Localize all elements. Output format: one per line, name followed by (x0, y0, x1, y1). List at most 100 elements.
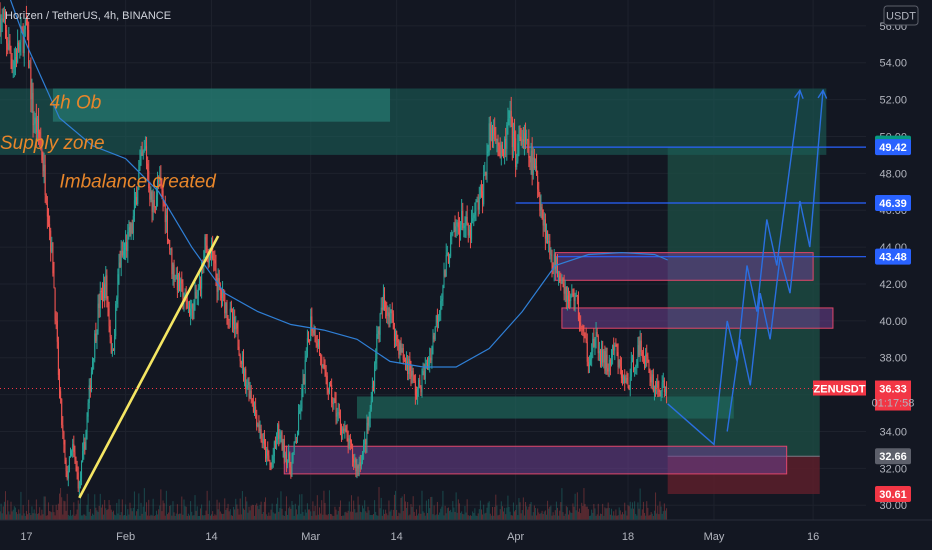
volume-bar (106, 510, 108, 520)
candle-body (238, 346, 240, 356)
candle-body (471, 221, 473, 240)
candle-body (228, 319, 230, 321)
volume-bar (43, 496, 45, 520)
volume-bar (129, 502, 131, 520)
volume-bar (419, 505, 421, 520)
volume-bar (499, 509, 501, 520)
volume-bar (71, 515, 73, 520)
candle-body (86, 416, 88, 432)
volume-bar (478, 509, 480, 520)
volume-bar (633, 508, 635, 520)
candle-body (8, 40, 10, 50)
candle-body (327, 389, 329, 393)
candle-body (564, 287, 566, 294)
candle-body (566, 295, 568, 302)
candle-body (587, 361, 589, 367)
candle-body (666, 387, 668, 394)
candle-body (193, 301, 195, 320)
volume-bar (324, 502, 326, 520)
volume-bar (294, 503, 296, 520)
volume-bar (183, 499, 185, 520)
currency-button[interactable]: USDT (883, 5, 919, 26)
volume-bar (239, 498, 241, 520)
candle-body (580, 322, 582, 326)
candle-body (84, 441, 86, 450)
volume-bar (558, 515, 560, 520)
candle-body (291, 460, 293, 477)
candle-body (218, 278, 220, 285)
candle-body (417, 388, 419, 398)
candle-body (554, 254, 556, 268)
volume-bar (508, 506, 510, 520)
volume-bar (13, 506, 15, 520)
volume-bar (47, 502, 49, 520)
volume-bar (135, 515, 137, 520)
volume-bar (487, 502, 489, 520)
volume-bar (365, 511, 367, 520)
volume-bar (656, 513, 658, 520)
volume-bar (225, 509, 227, 520)
candle-body (343, 428, 345, 432)
candle-body (534, 166, 536, 169)
volume-bar (592, 512, 594, 520)
candle-body (85, 431, 87, 450)
time-axis[interactable]: 17 Feb 14 Mar 14 Apr 18 May 16 (20, 531, 819, 543)
volume-bar (313, 511, 315, 520)
candle-body (169, 240, 171, 250)
candle-body (208, 251, 210, 263)
candle-body (478, 196, 480, 210)
candle-body (360, 462, 362, 467)
candle-body (371, 386, 373, 402)
volume-bar (435, 514, 437, 520)
candle-body (149, 188, 151, 200)
volume-bar (414, 515, 416, 520)
volume-bar (272, 512, 274, 520)
candle-body (512, 131, 514, 148)
volume-bar (29, 512, 31, 520)
volume-bar (20, 491, 22, 520)
volume-bar (462, 513, 464, 520)
volume-bar (337, 510, 339, 520)
candle-body (57, 341, 59, 376)
volume-bar (475, 515, 477, 520)
candle-body (487, 151, 489, 153)
trendline-yellow[interactable] (78, 235, 220, 499)
candle-body (480, 187, 482, 192)
volume-bar (583, 488, 585, 520)
candle-body (93, 358, 95, 361)
volume-bar (489, 513, 491, 520)
candle-body (509, 110, 511, 119)
volume-bar (125, 504, 127, 520)
candle-body (642, 357, 644, 359)
volume-bar (550, 505, 552, 520)
volume-bar (194, 495, 196, 520)
candle-body (494, 127, 496, 136)
candle-body (29, 67, 31, 69)
volume-bar (238, 514, 240, 520)
candle-body (155, 195, 157, 208)
volume-bar (41, 509, 43, 520)
volume-bar (92, 513, 94, 520)
candle-body (217, 278, 219, 292)
time-tick-label: Apr (507, 531, 524, 543)
volume-bar (353, 500, 355, 520)
volume-bar (560, 502, 562, 520)
chart-title: Horizen / TetherUS, 4h, BINANCE (5, 10, 171, 22)
volume-bar (198, 515, 200, 520)
volume-bar (634, 501, 636, 520)
price-tag-value: 30.61 (879, 489, 907, 501)
volume-bar (553, 515, 555, 520)
candle-body (268, 455, 270, 462)
candle-body (73, 444, 75, 453)
volume-bar (529, 503, 531, 520)
candle-body (414, 380, 416, 396)
candle-body (620, 366, 622, 379)
volume-bar (635, 514, 637, 520)
candle-body (661, 382, 663, 391)
projection-path[interactable] (667, 88, 828, 446)
candle-body (281, 432, 283, 450)
volume-bar (590, 515, 592, 520)
candle-body (261, 440, 263, 443)
candle-body (336, 413, 338, 417)
